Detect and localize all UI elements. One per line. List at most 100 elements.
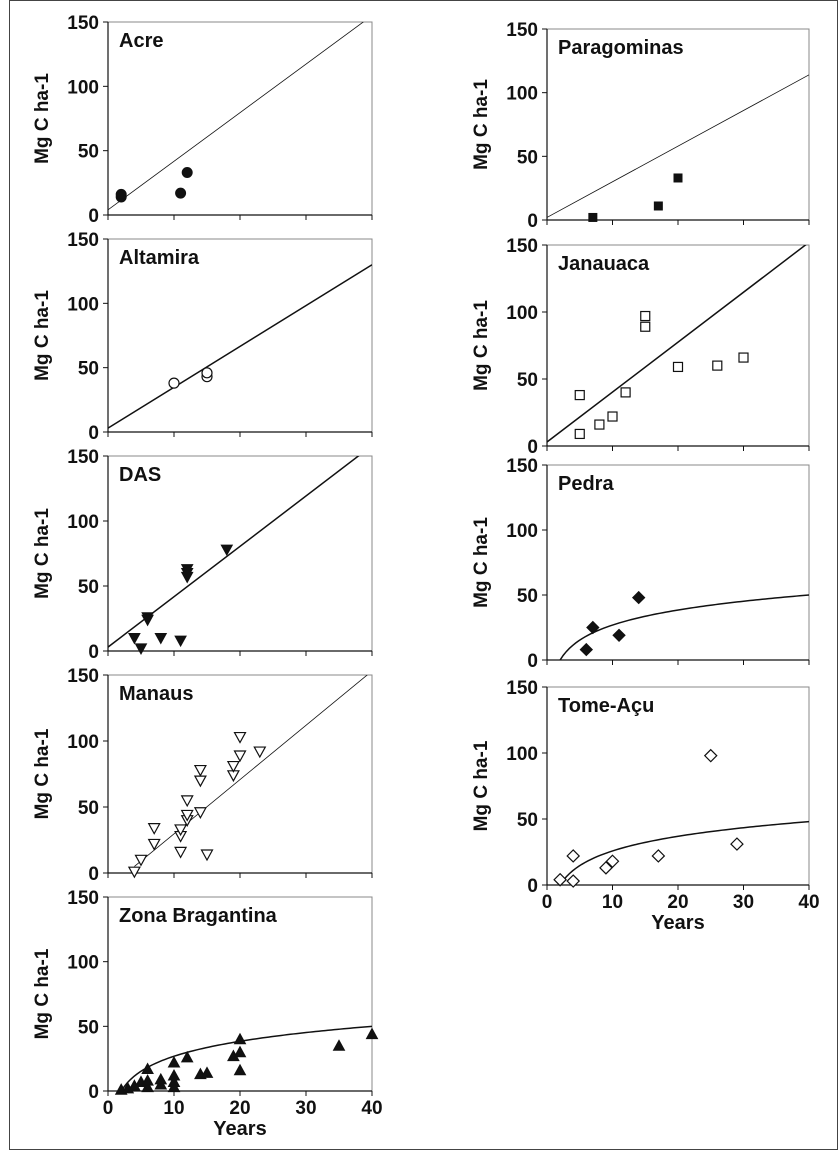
panel-das-y-tick-label: 0 <box>88 642 99 663</box>
panel-janauaca-point-3 <box>594 419 605 430</box>
panel-zona-bragantina-x-tick-label: 30 <box>295 1098 316 1119</box>
panel-das-y-tick-label: 50 <box>78 577 99 598</box>
panel-janauaca-point-4 <box>607 411 618 422</box>
panel-zona-bragantina-point-14 <box>180 1050 194 1063</box>
panel-zona-bragantina-title: Zona Bragantina <box>119 905 278 927</box>
panel-janauaca-point-9 <box>712 360 723 371</box>
panel-tome-a-u-x-axis-label: Years <box>651 912 704 934</box>
panel-paragominas-fit-line <box>547 74 809 218</box>
panel-manaus-point-1 <box>127 866 141 879</box>
panel-pedra-y-tick-label: 50 <box>517 586 538 607</box>
panel-zona-bragantina-y-tick-label: 50 <box>78 1017 99 1038</box>
panel-acre-y-axis-label: Mg C ha-1 <box>32 73 53 164</box>
panel-tome-a-u-point-3 <box>566 849 581 863</box>
panel-acre-fit-line <box>108 22 364 211</box>
panel-paragominas: 0 50 100 150 Mg C ha-1 Paragominas <box>471 20 810 232</box>
panel-altamira-title: Altamira <box>119 247 200 269</box>
panel-manaus-point-17 <box>233 750 247 763</box>
panel-janauaca-point-6 <box>640 321 651 332</box>
panel-altamira-y-tick-label: 0 <box>88 423 99 444</box>
panel-altamira-point-3 <box>201 367 213 379</box>
panel-zona-bragantina-point-9 <box>154 1072 168 1085</box>
panel-das-point-2 <box>134 643 148 655</box>
panel-pedra-point-3 <box>612 628 626 643</box>
panel-zona-bragantina-point-21 <box>332 1039 346 1051</box>
panel-janauaca-point-8 <box>672 361 684 373</box>
panel-pedra-y-tick-label: 150 <box>506 456 538 477</box>
panel-paragominas-title: Paragominas <box>558 37 684 59</box>
panel-das: 0 50 100 150 Mg C ha-1 DAS <box>32 447 373 663</box>
panel-janauaca-y-tick-label: 100 <box>506 303 538 324</box>
panel-acre-y-tick-label: 150 <box>67 13 99 34</box>
panel-janauaca-point-10 <box>738 352 749 363</box>
panel-manaus-y-tick-label: 100 <box>67 732 99 753</box>
panel-acre-y-tick-label: 50 <box>78 142 99 163</box>
panel-altamira-fit-line <box>108 264 372 429</box>
panel-janauaca-y-tick-label: 0 <box>527 437 538 458</box>
panel-zona-bragantina-x-tick-label: 40 <box>361 1098 382 1119</box>
panel-paragominas-point-1 <box>588 212 598 222</box>
panel-tome-a-u-x-tick-label: 30 <box>733 892 754 913</box>
panel-janauaca-fit-line <box>547 245 807 443</box>
panel-manaus-y-axis-label: Mg C ha-1 <box>32 728 53 819</box>
panel-tome-a-u-point-7 <box>703 748 718 763</box>
panel-tome-a-u-x-tick-label: 40 <box>798 892 819 913</box>
panel-tome-a-u-fit-curve <box>559 820 809 885</box>
panel-paragominas-y-tick-label: 50 <box>517 147 538 168</box>
panel-janauaca-y-axis-label: Mg C ha-1 <box>471 300 492 391</box>
panel-pedra-point-4 <box>631 590 646 605</box>
panel-manaus-point-14 <box>200 849 214 862</box>
panel-manaus-point-19 <box>253 746 267 759</box>
panel-pedra-point-2 <box>586 620 600 635</box>
panel-acre-y-tick-label: 100 <box>67 77 99 98</box>
panel-altamira-y-tick-label: 50 <box>78 359 99 380</box>
panel-manaus-point-3 <box>147 838 161 851</box>
panel-acre-point-3 <box>175 187 187 199</box>
panel-pedra-fit-curve <box>559 594 809 660</box>
panel-zona-bragantina-point-5 <box>141 1080 154 1093</box>
panel-altamira-point-1 <box>168 377 180 389</box>
panel-zona-bragantina: 0 50 100 150 0 10 20 30 40 Years Mg C ha-1 Zona Bra… <box>32 888 383 1140</box>
panel-acre: 0 50 100 150 Mg C ha-1 Acre <box>32 13 373 227</box>
panel-zona-bragantina-x-tick-label: 0 <box>103 1098 114 1119</box>
panel-tome-a-u-point-5 <box>605 854 620 869</box>
panel-tome-a-u-point-8 <box>730 837 744 851</box>
panel-tome-a-u-y-tick-label: 100 <box>506 744 538 765</box>
panel-manaus-y-tick-label: 0 <box>88 864 99 885</box>
panel-zona-bragantina-x-tick-label: 10 <box>163 1098 184 1119</box>
panel-acre-title: Acre <box>119 30 163 52</box>
panel-zona-bragantina-y-axis-label: Mg C ha-1 <box>32 948 53 1039</box>
panel-zona-bragantina-x-axis-label: Years <box>213 1118 266 1140</box>
panel-das-point-6 <box>174 635 187 648</box>
panel-zona-bragantina-point-12 <box>167 1068 181 1081</box>
panel-paragominas-y-axis-label: Mg C ha-1 <box>471 79 492 170</box>
panel-das-point-1 <box>128 633 141 645</box>
panel-paragominas-y-tick-label: 150 <box>506 20 538 41</box>
panel-zona-bragantina-y-tick-label: 100 <box>67 953 99 974</box>
panel-tome-a-u-point-4 <box>599 860 613 875</box>
panel-janauaca: 0 50 100 150 Mg C ha-1 Janauaca <box>471 236 810 458</box>
panel-acre-y-tick-label: 0 <box>88 206 99 227</box>
panel-zona-bragantina-y-tick-label: 0 <box>88 1082 99 1103</box>
panel-tome-a-u-x-tick-label: 0 <box>542 892 553 913</box>
panel-manaus-fit-line <box>134 675 368 867</box>
panel-zona-bragantina-point-19 <box>233 1045 247 1058</box>
panel-pedra: 0 50 100 150 Mg C ha-1 Pedra <box>471 456 810 672</box>
panel-tome-a-u-y-tick-label: 150 <box>506 678 538 699</box>
panel-acre-point-4 <box>181 167 193 179</box>
panel-tome-a-u-y-tick-label: 0 <box>527 876 538 897</box>
panel-das-y-axis-label: Mg C ha-1 <box>32 508 53 599</box>
panel-manaus-point-5 <box>174 846 188 859</box>
panel-janauaca-title: Janauaca <box>558 253 650 275</box>
panel-paragominas-point-2 <box>653 201 663 211</box>
panel-manaus-title: Manaus <box>119 683 193 705</box>
panel-tome-a-u-point-6 <box>651 849 666 863</box>
panel-manaus-y-tick-label: 150 <box>67 666 99 687</box>
panel-zona-bragantina-point-16 <box>200 1066 214 1078</box>
panel-manaus-point-16 <box>226 760 240 773</box>
panel-zona-bragantina-y-tick-label: 150 <box>67 888 99 909</box>
panel-tome-a-u: 0 50 100 150 0 10 20 30 40 Years Mg C ha-1 Tome-Açu <box>471 678 820 934</box>
